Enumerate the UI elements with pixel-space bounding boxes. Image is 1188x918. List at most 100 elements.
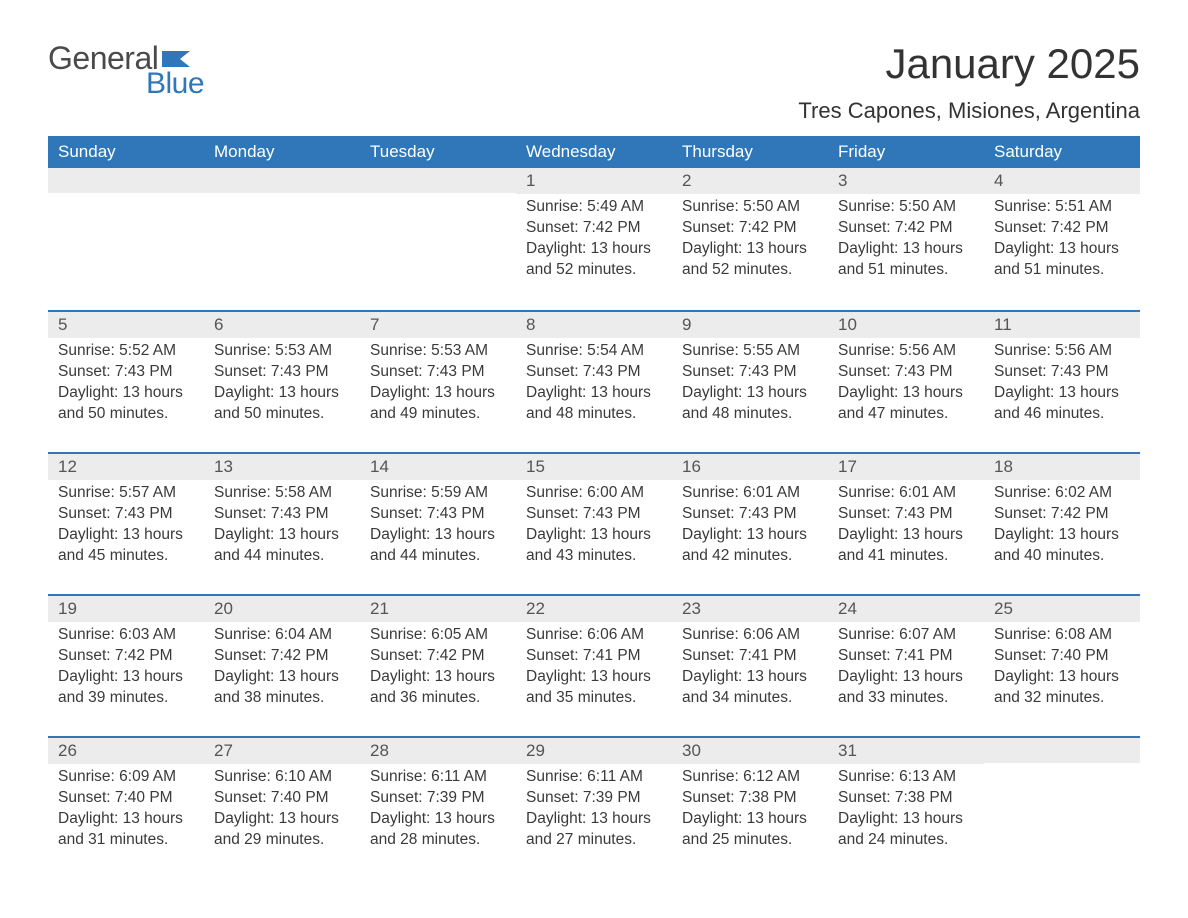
sunset-text: Sunset: 7:40 PM [214, 788, 350, 809]
day-body: Sunrise: 6:09 AMSunset: 7:40 PMDaylight:… [48, 764, 204, 851]
daynum-row: 14 [360, 454, 516, 480]
day-body: Sunrise: 6:08 AMSunset: 7:40 PMDaylight:… [984, 622, 1140, 709]
day-cell: 29Sunrise: 6:11 AMSunset: 7:39 PMDayligh… [516, 738, 672, 878]
day-body: Sunrise: 5:53 AMSunset: 7:43 PMDaylight:… [360, 338, 516, 425]
sunset-text: Sunset: 7:42 PM [994, 218, 1130, 239]
day-body: Sunrise: 6:01 AMSunset: 7:43 PMDaylight:… [672, 480, 828, 567]
daylight-text: Daylight: 13 hours and 27 minutes. [526, 809, 662, 851]
day-cell: 12Sunrise: 5:57 AMSunset: 7:43 PMDayligh… [48, 454, 204, 594]
sunrise-text: Sunrise: 5:50 AM [682, 197, 818, 218]
sunrise-text: Sunrise: 6:12 AM [682, 767, 818, 788]
sunrise-text: Sunrise: 6:05 AM [370, 625, 506, 646]
daynum-row: 10 [828, 312, 984, 338]
day-body: Sunrise: 5:57 AMSunset: 7:43 PMDaylight:… [48, 480, 204, 567]
day-body: Sunrise: 5:58 AMSunset: 7:43 PMDaylight:… [204, 480, 360, 567]
daylight-text: Daylight: 13 hours and 52 minutes. [682, 239, 818, 281]
week-row: 26Sunrise: 6:09 AMSunset: 7:40 PMDayligh… [48, 736, 1140, 878]
location: Tres Capones, Misiones, Argentina [798, 98, 1140, 124]
daynum-row: 16 [672, 454, 828, 480]
day-cell: 28Sunrise: 6:11 AMSunset: 7:39 PMDayligh… [360, 738, 516, 878]
daylight-text: Daylight: 13 hours and 28 minutes. [370, 809, 506, 851]
sunset-text: Sunset: 7:43 PM [526, 362, 662, 383]
daylight-text: Daylight: 13 hours and 35 minutes. [526, 667, 662, 709]
sunrise-text: Sunrise: 5:57 AM [58, 483, 194, 504]
sunset-text: Sunset: 7:41 PM [838, 646, 974, 667]
sunrise-text: Sunrise: 5:55 AM [682, 341, 818, 362]
sunset-text: Sunset: 7:42 PM [682, 218, 818, 239]
day-cell: 31Sunrise: 6:13 AMSunset: 7:38 PMDayligh… [828, 738, 984, 878]
daylight-text: Daylight: 13 hours and 31 minutes. [58, 809, 194, 851]
day-cell: 6Sunrise: 5:53 AMSunset: 7:43 PMDaylight… [204, 312, 360, 452]
day-cell: 15Sunrise: 6:00 AMSunset: 7:43 PMDayligh… [516, 454, 672, 594]
daylight-text: Daylight: 13 hours and 46 minutes. [994, 383, 1130, 425]
daynum-row: 21 [360, 596, 516, 622]
sunrise-text: Sunrise: 6:10 AM [214, 767, 350, 788]
sunrise-text: Sunrise: 5:52 AM [58, 341, 194, 362]
daynum-row: 13 [204, 454, 360, 480]
sunset-text: Sunset: 7:43 PM [682, 504, 818, 525]
day-body: Sunrise: 6:02 AMSunset: 7:42 PMDaylight:… [984, 480, 1140, 567]
day-body: Sunrise: 6:04 AMSunset: 7:42 PMDaylight:… [204, 622, 360, 709]
day-cell: 16Sunrise: 6:01 AMSunset: 7:43 PMDayligh… [672, 454, 828, 594]
day-number: 21 [370, 599, 389, 618]
day-body: Sunrise: 5:50 AMSunset: 7:42 PMDaylight:… [672, 194, 828, 281]
day-number: 6 [214, 315, 223, 334]
title-block: January 2025 Tres Capones, Misiones, Arg… [798, 40, 1140, 124]
sunrise-text: Sunrise: 5:53 AM [214, 341, 350, 362]
sunset-text: Sunset: 7:38 PM [682, 788, 818, 809]
sunset-text: Sunset: 7:43 PM [370, 362, 506, 383]
sunset-text: Sunset: 7:43 PM [838, 362, 974, 383]
week-row: 1Sunrise: 5:49 AMSunset: 7:42 PMDaylight… [48, 168, 1140, 310]
dow-cell: Wednesday [516, 136, 672, 168]
daynum-row: 27 [204, 738, 360, 764]
day-cell: 1Sunrise: 5:49 AMSunset: 7:42 PMDaylight… [516, 168, 672, 310]
month-title: January 2025 [798, 40, 1140, 88]
day-number: 30 [682, 741, 701, 760]
daynum-row: 17 [828, 454, 984, 480]
day-body: Sunrise: 6:12 AMSunset: 7:38 PMDaylight:… [672, 764, 828, 851]
daynum-row: 15 [516, 454, 672, 480]
sunrise-text: Sunrise: 6:00 AM [526, 483, 662, 504]
week-row: 19Sunrise: 6:03 AMSunset: 7:42 PMDayligh… [48, 594, 1140, 736]
day-body: Sunrise: 6:03 AMSunset: 7:42 PMDaylight:… [48, 622, 204, 709]
sunrise-text: Sunrise: 5:49 AM [526, 197, 662, 218]
day-number: 5 [58, 315, 67, 334]
day-number: 27 [214, 741, 233, 760]
sunset-text: Sunset: 7:40 PM [58, 788, 194, 809]
sunset-text: Sunset: 7:42 PM [994, 504, 1130, 525]
sunrise-text: Sunrise: 6:13 AM [838, 767, 974, 788]
day-cell: 7Sunrise: 5:53 AMSunset: 7:43 PMDaylight… [360, 312, 516, 452]
daylight-text: Daylight: 13 hours and 38 minutes. [214, 667, 350, 709]
daylight-text: Daylight: 13 hours and 44 minutes. [214, 525, 350, 567]
daylight-text: Daylight: 13 hours and 51 minutes. [838, 239, 974, 281]
day-number: 4 [994, 171, 1003, 190]
day-body: Sunrise: 6:06 AMSunset: 7:41 PMDaylight:… [672, 622, 828, 709]
sunrise-text: Sunrise: 6:03 AM [58, 625, 194, 646]
sunset-text: Sunset: 7:42 PM [58, 646, 194, 667]
day-cell: 19Sunrise: 6:03 AMSunset: 7:42 PMDayligh… [48, 596, 204, 736]
sunset-text: Sunset: 7:39 PM [370, 788, 506, 809]
day-cell [204, 168, 360, 310]
day-body: Sunrise: 5:50 AMSunset: 7:42 PMDaylight:… [828, 194, 984, 281]
day-number: 17 [838, 457, 857, 476]
daynum-row: 20 [204, 596, 360, 622]
day-number: 11 [994, 315, 1012, 334]
sunrise-text: Sunrise: 6:11 AM [370, 767, 506, 788]
daylight-text: Daylight: 13 hours and 47 minutes. [838, 383, 974, 425]
brand-logo: General Blue [48, 40, 204, 101]
calendar: Sunday Monday Tuesday Wednesday Thursday… [48, 136, 1140, 878]
day-cell: 17Sunrise: 6:01 AMSunset: 7:43 PMDayligh… [828, 454, 984, 594]
daylight-text: Daylight: 13 hours and 49 minutes. [370, 383, 506, 425]
day-cell [984, 738, 1140, 878]
sunrise-text: Sunrise: 6:02 AM [994, 483, 1130, 504]
day-number: 13 [214, 457, 233, 476]
day-cell: 18Sunrise: 6:02 AMSunset: 7:42 PMDayligh… [984, 454, 1140, 594]
daynum-row [984, 738, 1140, 763]
daynum-row: 9 [672, 312, 828, 338]
sunset-text: Sunset: 7:38 PM [838, 788, 974, 809]
daynum-row: 5 [48, 312, 204, 338]
daylight-text: Daylight: 13 hours and 48 minutes. [682, 383, 818, 425]
day-body: Sunrise: 5:51 AMSunset: 7:42 PMDaylight:… [984, 194, 1140, 281]
daylight-text: Daylight: 13 hours and 42 minutes. [682, 525, 818, 567]
daynum-row: 25 [984, 596, 1140, 622]
